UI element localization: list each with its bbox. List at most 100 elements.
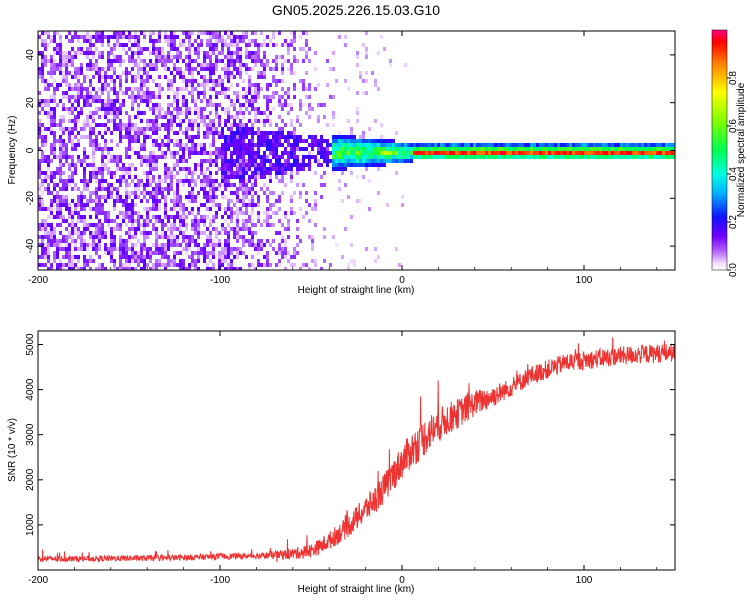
heatmap-cell [50, 147, 53, 151]
heatmap-cell [173, 143, 176, 147]
heatmap-cell [200, 247, 203, 251]
heatmap-cell [302, 163, 305, 167]
heatmap-cell [140, 99, 143, 103]
heatmap-cell [266, 83, 269, 87]
heatmap-cell [170, 139, 173, 143]
heatmap-cell [344, 163, 347, 167]
heatmap-cell [59, 223, 62, 227]
heatmap-cell [41, 247, 44, 251]
heatmap-cell [197, 47, 200, 51]
heatmap-cell [266, 35, 269, 39]
heatmap-cell [125, 199, 128, 203]
heatmap-cell [170, 259, 173, 263]
heatmap-cell [266, 63, 269, 67]
heatmap-cell [113, 55, 116, 59]
heatmap-cell [353, 259, 356, 263]
heatmap-cell [98, 263, 101, 267]
heatmap-cell [260, 239, 263, 243]
heatmap-cell [251, 211, 254, 215]
heatmap-cell [194, 239, 197, 243]
heatmap-cell [395, 171, 398, 175]
heatmap-cell [662, 151, 665, 155]
heatmap-cell [254, 267, 257, 270]
heatmap-cell [140, 247, 143, 251]
heatmap-cell [152, 119, 155, 123]
heatmap-cell [656, 143, 659, 147]
heatmap-cell [44, 243, 47, 247]
heatmap-cell [527, 151, 530, 155]
heatmap-cell [53, 243, 56, 247]
heatmap-cell [176, 99, 179, 103]
heatmap-cell [83, 207, 86, 211]
heatmap-cell [107, 107, 110, 111]
heatmap-cell [134, 131, 137, 135]
heatmap-cell [203, 179, 206, 183]
heatmap-cell [320, 195, 323, 199]
heatmap-cell [101, 55, 104, 59]
heatmap-cell [101, 107, 104, 111]
heatmap-cell [287, 135, 290, 139]
heatmap-cell [362, 147, 365, 151]
heatmap-cell [116, 59, 119, 63]
heatmap-cell [236, 67, 239, 71]
heatmap-cell [101, 39, 104, 43]
heatmap-cell [80, 159, 83, 163]
heatmap-cell [377, 147, 380, 151]
heatmap-cell [209, 55, 212, 59]
heatmap-cell [257, 163, 260, 167]
heatmap-cell [149, 183, 152, 187]
heatmap-cell [110, 99, 113, 103]
heatmap-cell [368, 139, 371, 143]
heatmap-cell [137, 35, 140, 39]
heatmap-cell [191, 147, 194, 151]
heatmap-cell [200, 167, 203, 171]
heatmap-cell [236, 199, 239, 203]
heatmap-cell [98, 67, 101, 71]
heatmap-cell [47, 111, 50, 115]
heatmap-cell [308, 235, 311, 239]
heatmap-cell [347, 139, 350, 143]
heatmap-cell [95, 31, 98, 35]
heatmap-cell [215, 171, 218, 175]
heatmap-cell [50, 35, 53, 39]
heatmap-cell [245, 131, 248, 135]
heatmap-cell [296, 119, 299, 123]
heatmap-cell [125, 127, 128, 131]
heatmap-cell [590, 147, 593, 151]
heatmap-cell [185, 111, 188, 115]
heatmap-cell [620, 151, 623, 155]
heatmap-cell [374, 143, 377, 147]
heatmap-cell [383, 147, 386, 151]
heatmap-cell [224, 139, 227, 143]
heatmap-cell [173, 215, 176, 219]
heatmap-cell [212, 47, 215, 51]
heatmap-cell [368, 207, 371, 211]
heatmap-cell [38, 163, 41, 167]
heatmap-cell [119, 199, 122, 203]
heatmap-cell [533, 143, 536, 147]
heatmap-cell [152, 123, 155, 127]
heatmap-cell [578, 147, 581, 151]
heatmap-cell [275, 159, 278, 163]
heatmap-cell [149, 259, 152, 263]
heatmap-cell [365, 143, 368, 147]
heatmap-cell [197, 31, 200, 35]
heatmap-cell [479, 143, 482, 147]
heatmap-cell [101, 99, 104, 103]
heatmap-cell [332, 159, 335, 163]
heatmap-cell [77, 67, 80, 71]
heatmap-cell [206, 51, 209, 55]
heatmap-cell [275, 55, 278, 59]
heatmap-cell [71, 227, 74, 231]
heatmap-cell [281, 143, 284, 147]
heatmap-cell [374, 155, 377, 159]
heatmap-cell [446, 155, 449, 159]
heatmap-cell [242, 127, 245, 131]
heatmap-cell [152, 127, 155, 131]
heatmap-cell [170, 263, 173, 267]
heatmap-cell [221, 131, 224, 135]
heatmap-cell [230, 143, 233, 147]
heatmap-cell [50, 191, 53, 195]
heatmap-cell [242, 79, 245, 83]
heatmap-cell [290, 171, 293, 175]
